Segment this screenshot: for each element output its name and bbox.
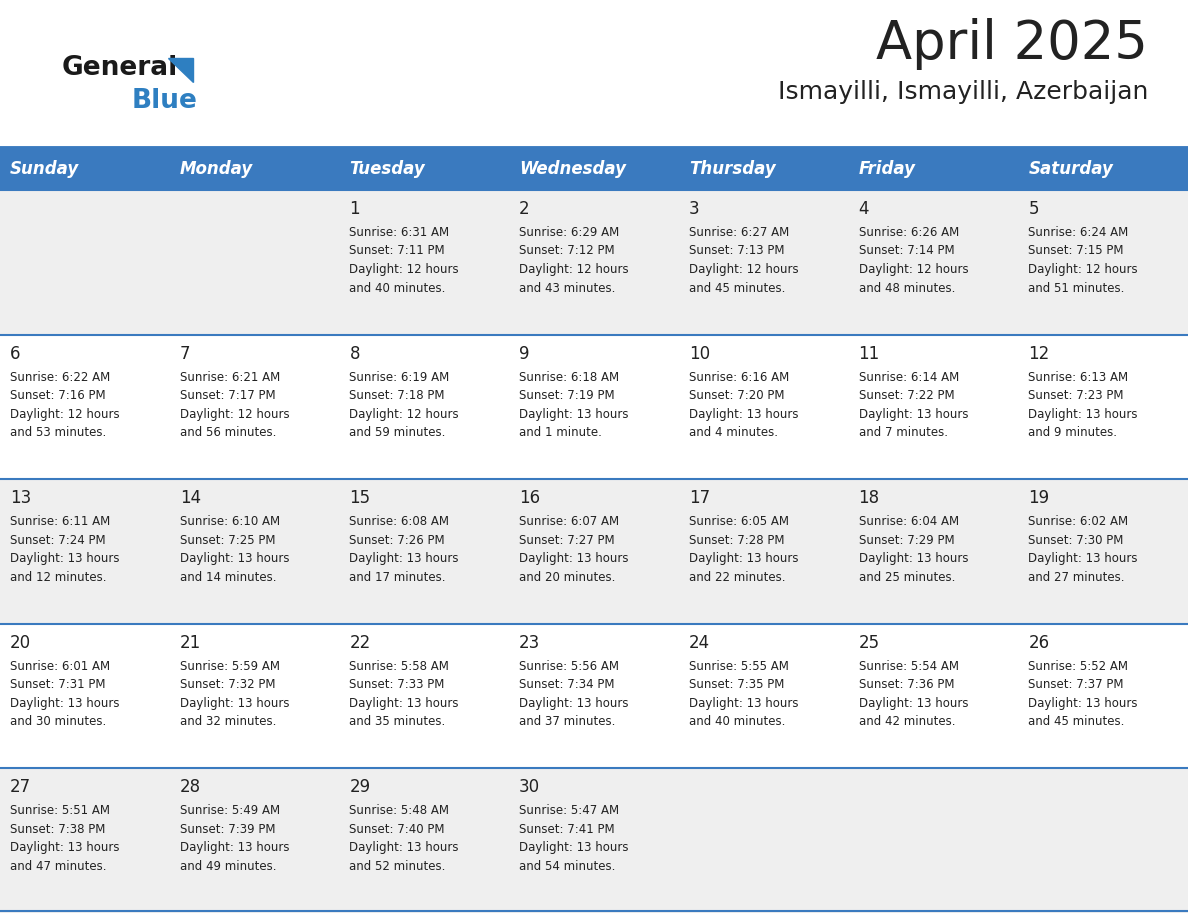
Text: 24: 24 (689, 633, 710, 652)
Bar (0, 479, 1188, 624)
Text: Sunrise: 6:24 AM
Sunset: 7:15 PM
Daylight: 12 hours
and 51 minutes.: Sunrise: 6:24 AM Sunset: 7:15 PM Dayligh… (1029, 226, 1138, 295)
Text: Sunrise: 6:26 AM
Sunset: 7:14 PM
Daylight: 12 hours
and 48 minutes.: Sunrise: 6:26 AM Sunset: 7:14 PM Dayligh… (859, 226, 968, 295)
Text: Sunrise: 6:10 AM
Sunset: 7:25 PM
Daylight: 13 hours
and 14 minutes.: Sunrise: 6:10 AM Sunset: 7:25 PM Dayligh… (179, 515, 289, 584)
Text: Sunrise: 6:01 AM
Sunset: 7:31 PM
Daylight: 13 hours
and 30 minutes.: Sunrise: 6:01 AM Sunset: 7:31 PM Dayligh… (10, 660, 120, 728)
Text: 7: 7 (179, 344, 190, 363)
Text: Sunrise: 6:27 AM
Sunset: 7:13 PM
Daylight: 12 hours
and 45 minutes.: Sunrise: 6:27 AM Sunset: 7:13 PM Dayligh… (689, 226, 798, 295)
Text: 15: 15 (349, 489, 371, 508)
Text: Sunrise: 6:13 AM
Sunset: 7:23 PM
Daylight: 13 hours
and 9 minutes.: Sunrise: 6:13 AM Sunset: 7:23 PM Dayligh… (1029, 371, 1138, 439)
Text: Tuesday: Tuesday (349, 160, 425, 178)
Text: 16: 16 (519, 489, 541, 508)
Text: 3: 3 (689, 200, 700, 218)
Text: Saturday: Saturday (1029, 160, 1113, 178)
Text: 25: 25 (859, 633, 879, 652)
Text: Sunrise: 6:19 AM
Sunset: 7:18 PM
Daylight: 12 hours
and 59 minutes.: Sunrise: 6:19 AM Sunset: 7:18 PM Dayligh… (349, 371, 459, 439)
Text: Sunrise: 6:21 AM
Sunset: 7:17 PM
Daylight: 12 hours
and 56 minutes.: Sunrise: 6:21 AM Sunset: 7:17 PM Dayligh… (179, 371, 290, 439)
Text: 1: 1 (349, 200, 360, 218)
Text: 12: 12 (1029, 344, 1049, 363)
Text: Sunrise: 6:02 AM
Sunset: 7:30 PM
Daylight: 13 hours
and 27 minutes.: Sunrise: 6:02 AM Sunset: 7:30 PM Dayligh… (1029, 515, 1138, 584)
Text: Sunrise: 5:58 AM
Sunset: 7:33 PM
Daylight: 13 hours
and 35 minutes.: Sunrise: 5:58 AM Sunset: 7:33 PM Dayligh… (349, 660, 459, 728)
Text: 13: 13 (10, 489, 31, 508)
Text: Sunrise: 6:14 AM
Sunset: 7:22 PM
Daylight: 13 hours
and 7 minutes.: Sunrise: 6:14 AM Sunset: 7:22 PM Dayligh… (859, 371, 968, 439)
Bar (0, 334, 1188, 479)
Bar (0, 624, 1188, 768)
Text: 6: 6 (10, 344, 20, 363)
Bar (170, 148, 340, 190)
Text: Sunrise: 6:31 AM
Sunset: 7:11 PM
Daylight: 12 hours
and 40 minutes.: Sunrise: 6:31 AM Sunset: 7:11 PM Dayligh… (349, 226, 459, 295)
Text: Sunrise: 5:48 AM
Sunset: 7:40 PM
Daylight: 13 hours
and 52 minutes.: Sunrise: 5:48 AM Sunset: 7:40 PM Dayligh… (349, 804, 459, 873)
Text: Sunrise: 5:49 AM
Sunset: 7:39 PM
Daylight: 13 hours
and 49 minutes.: Sunrise: 5:49 AM Sunset: 7:39 PM Dayligh… (179, 804, 289, 873)
Text: 26: 26 (1029, 633, 1049, 652)
Bar (1018, 148, 1188, 190)
Text: 2: 2 (519, 200, 530, 218)
Text: Sunrise: 6:11 AM
Sunset: 7:24 PM
Daylight: 13 hours
and 12 minutes.: Sunrise: 6:11 AM Sunset: 7:24 PM Dayligh… (10, 515, 120, 584)
Bar (0, 190, 1188, 334)
Text: 10: 10 (689, 344, 710, 363)
Text: 17: 17 (689, 489, 710, 508)
Text: 28: 28 (179, 778, 201, 797)
Text: Sunrise: 5:59 AM
Sunset: 7:32 PM
Daylight: 13 hours
and 32 minutes.: Sunrise: 5:59 AM Sunset: 7:32 PM Dayligh… (179, 660, 289, 728)
Bar (678, 148, 848, 190)
Text: 4: 4 (859, 200, 870, 218)
Text: Monday: Monday (179, 160, 253, 178)
Text: Sunrise: 6:04 AM
Sunset: 7:29 PM
Daylight: 13 hours
and 25 minutes.: Sunrise: 6:04 AM Sunset: 7:29 PM Dayligh… (859, 515, 968, 584)
Text: 8: 8 (349, 344, 360, 363)
Text: 22: 22 (349, 633, 371, 652)
Text: Friday: Friday (859, 160, 916, 178)
Text: 11: 11 (859, 344, 880, 363)
Text: 18: 18 (859, 489, 879, 508)
Text: 27: 27 (10, 778, 31, 797)
Text: Sunrise: 6:22 AM
Sunset: 7:16 PM
Daylight: 12 hours
and 53 minutes.: Sunrise: 6:22 AM Sunset: 7:16 PM Dayligh… (10, 371, 120, 439)
Text: Thursday: Thursday (689, 160, 776, 178)
Text: Sunrise: 6:29 AM
Sunset: 7:12 PM
Daylight: 12 hours
and 43 minutes.: Sunrise: 6:29 AM Sunset: 7:12 PM Dayligh… (519, 226, 628, 295)
Text: 30: 30 (519, 778, 541, 797)
Text: Sunrise: 6:18 AM
Sunset: 7:19 PM
Daylight: 13 hours
and 1 minute.: Sunrise: 6:18 AM Sunset: 7:19 PM Dayligh… (519, 371, 628, 439)
Text: General: General (62, 55, 178, 81)
Text: 5: 5 (1029, 200, 1038, 218)
Text: Sunrise: 5:51 AM
Sunset: 7:38 PM
Daylight: 13 hours
and 47 minutes.: Sunrise: 5:51 AM Sunset: 7:38 PM Dayligh… (10, 804, 120, 873)
Text: Sunday: Sunday (10, 160, 80, 178)
Bar (340, 148, 510, 190)
Text: Sunrise: 5:56 AM
Sunset: 7:34 PM
Daylight: 13 hours
and 37 minutes.: Sunrise: 5:56 AM Sunset: 7:34 PM Dayligh… (519, 660, 628, 728)
Text: Sunrise: 6:08 AM
Sunset: 7:26 PM
Daylight: 13 hours
and 17 minutes.: Sunrise: 6:08 AM Sunset: 7:26 PM Dayligh… (349, 515, 459, 584)
Text: April 2025: April 2025 (876, 18, 1148, 70)
Text: Sunrise: 5:47 AM
Sunset: 7:41 PM
Daylight: 13 hours
and 54 minutes.: Sunrise: 5:47 AM Sunset: 7:41 PM Dayligh… (519, 804, 628, 873)
Text: Sunrise: 5:55 AM
Sunset: 7:35 PM
Daylight: 13 hours
and 40 minutes.: Sunrise: 5:55 AM Sunset: 7:35 PM Dayligh… (689, 660, 798, 728)
Text: 29: 29 (349, 778, 371, 797)
Text: Sunrise: 5:54 AM
Sunset: 7:36 PM
Daylight: 13 hours
and 42 minutes.: Sunrise: 5:54 AM Sunset: 7:36 PM Dayligh… (859, 660, 968, 728)
Bar (510, 148, 678, 190)
Text: Sunrise: 5:52 AM
Sunset: 7:37 PM
Daylight: 13 hours
and 45 minutes.: Sunrise: 5:52 AM Sunset: 7:37 PM Dayligh… (1029, 660, 1138, 728)
Text: 9: 9 (519, 344, 530, 363)
Text: 20: 20 (10, 633, 31, 652)
Bar (0, 768, 1188, 913)
Bar (0, 148, 170, 190)
Bar (848, 148, 1018, 190)
Text: 14: 14 (179, 489, 201, 508)
Text: 19: 19 (1029, 489, 1049, 508)
Polygon shape (168, 58, 192, 82)
Text: Sunrise: 6:16 AM
Sunset: 7:20 PM
Daylight: 13 hours
and 4 minutes.: Sunrise: 6:16 AM Sunset: 7:20 PM Dayligh… (689, 371, 798, 439)
Text: Sunrise: 6:05 AM
Sunset: 7:28 PM
Daylight: 13 hours
and 22 minutes.: Sunrise: 6:05 AM Sunset: 7:28 PM Dayligh… (689, 515, 798, 584)
Text: 21: 21 (179, 633, 201, 652)
Text: 23: 23 (519, 633, 541, 652)
Text: Blue: Blue (132, 88, 198, 114)
Text: Wednesday: Wednesday (519, 160, 626, 178)
Text: Ismayilli, Ismayilli, Azerbaijan: Ismayilli, Ismayilli, Azerbaijan (778, 80, 1148, 104)
Text: Sunrise: 6:07 AM
Sunset: 7:27 PM
Daylight: 13 hours
and 20 minutes.: Sunrise: 6:07 AM Sunset: 7:27 PM Dayligh… (519, 515, 628, 584)
